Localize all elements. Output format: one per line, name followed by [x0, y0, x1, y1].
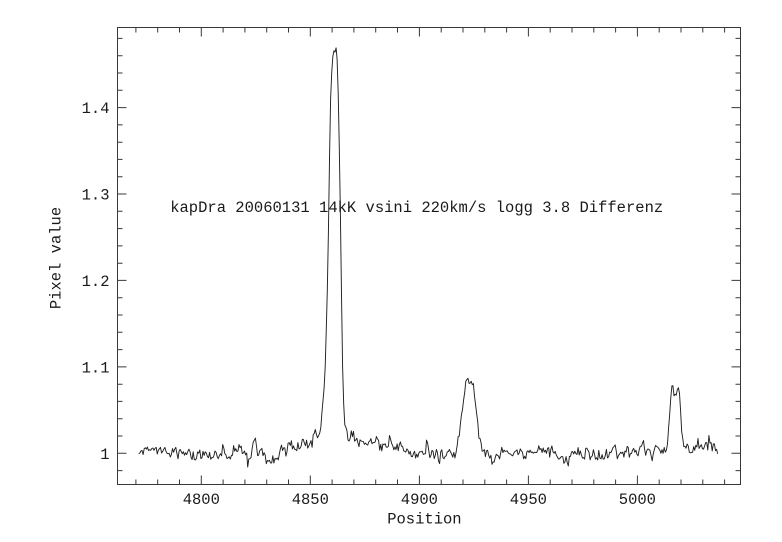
svg-text:4900: 4900: [401, 491, 438, 509]
svg-text:Pixel value: Pixel value: [48, 207, 66, 309]
svg-text:Position: Position: [387, 511, 461, 529]
svg-text:1.4: 1.4: [82, 100, 110, 118]
svg-text:5000: 5000: [619, 491, 656, 509]
svg-text:4850: 4850: [292, 491, 329, 509]
svg-text:4950: 4950: [510, 491, 547, 509]
svg-text:kapDra 20060131 14kK vsini 220: kapDra 20060131 14kK vsini 220km/s logg …: [170, 199, 663, 217]
svg-text:1.1: 1.1: [82, 360, 110, 378]
svg-text:1.3: 1.3: [82, 187, 110, 205]
svg-text:4800: 4800: [183, 491, 220, 509]
svg-text:1: 1: [100, 446, 109, 464]
svg-text:1.2: 1.2: [82, 273, 110, 291]
